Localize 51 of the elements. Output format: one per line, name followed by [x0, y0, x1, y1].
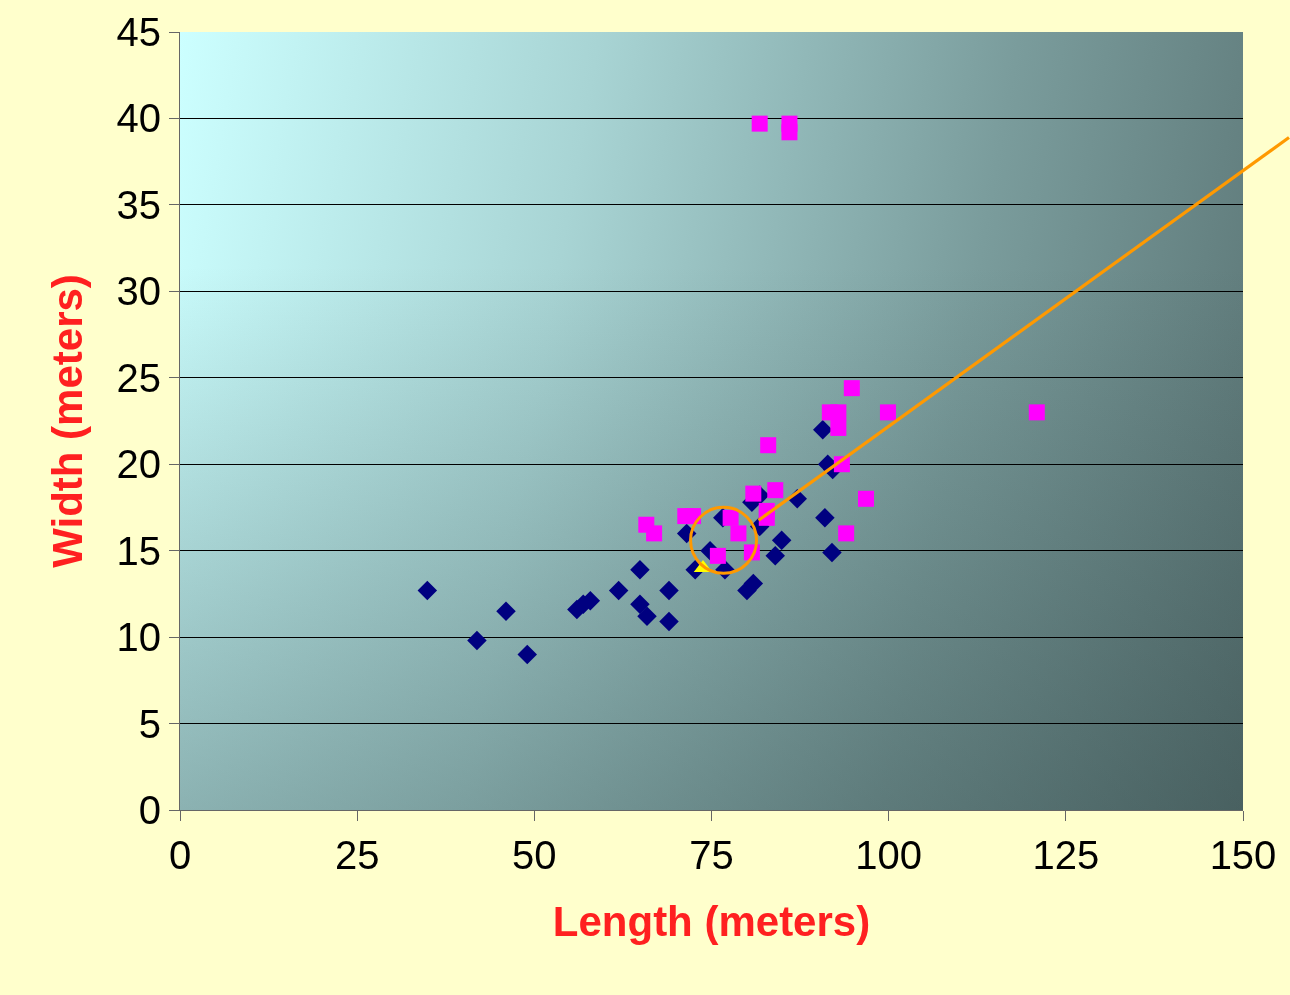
point — [659, 611, 679, 632]
y-tick-label: 45 — [116, 10, 161, 54]
point — [646, 525, 663, 542]
point — [751, 115, 768, 132]
point — [417, 580, 438, 601]
point — [815, 508, 835, 528]
point — [879, 404, 896, 421]
x-tick-label: 75 — [689, 833, 734, 877]
point — [517, 644, 537, 665]
point — [838, 525, 855, 542]
point — [722, 509, 739, 526]
point — [630, 594, 650, 615]
point — [830, 404, 847, 421]
point — [1028, 404, 1045, 421]
point — [630, 559, 650, 580]
point — [608, 580, 629, 601]
point — [767, 482, 784, 499]
point — [467, 630, 487, 651]
point — [813, 419, 833, 440]
y-tick-label: 0 — [138, 788, 161, 832]
point — [857, 490, 874, 507]
point — [743, 573, 764, 594]
point — [745, 485, 762, 502]
point — [843, 380, 860, 397]
point — [709, 547, 726, 564]
point — [822, 542, 842, 563]
x-tick-label: 150 — [1209, 833, 1277, 877]
y-tick-label: 10 — [116, 615, 161, 660]
x-tick-label: 125 — [1032, 833, 1100, 877]
point — [765, 546, 786, 566]
y-tick-label: 30 — [116, 269, 161, 314]
point — [771, 530, 792, 551]
y-tick-label: 25 — [116, 355, 161, 400]
y-tick-label: 20 — [116, 442, 161, 487]
point — [830, 419, 847, 436]
y-tick-label: 40 — [116, 96, 161, 141]
point — [781, 124, 798, 141]
point — [637, 606, 657, 627]
x-tick-label: 100 — [855, 833, 923, 877]
point — [760, 437, 777, 454]
x-axis-title: Length (meters) — [552, 897, 871, 945]
point — [659, 580, 679, 601]
x-tick-label: 0 — [168, 833, 192, 877]
x-tick-label: 50 — [512, 833, 557, 877]
y-axis-title: Width (meters) — [44, 274, 92, 568]
point — [496, 601, 516, 621]
y-tick-label: 35 — [116, 182, 161, 227]
y-tick-label: 5 — [138, 701, 161, 746]
y-tick-label: 15 — [116, 528, 161, 573]
point — [730, 525, 747, 542]
x-tick-label: 25 — [334, 833, 380, 877]
